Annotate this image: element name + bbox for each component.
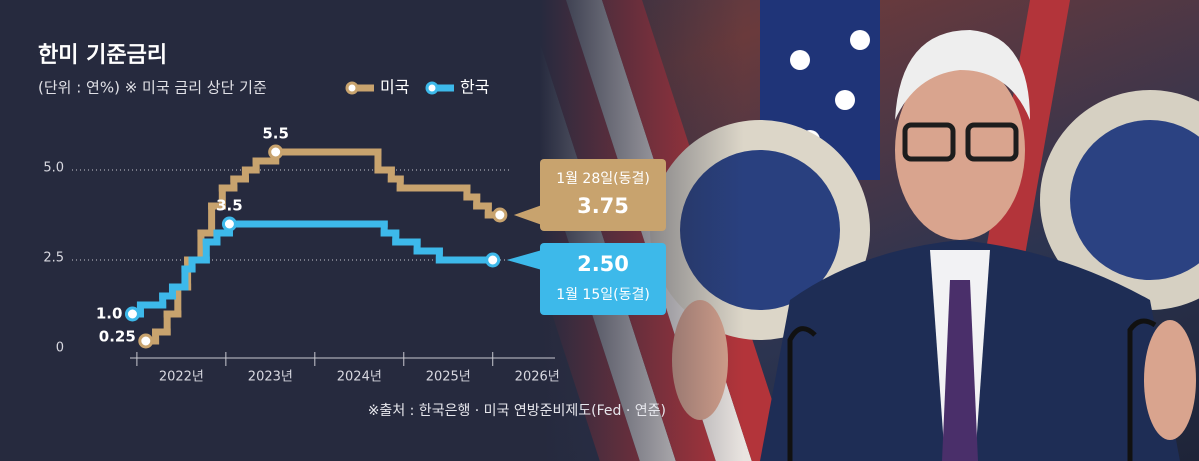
value-label: 1.0: [96, 305, 123, 323]
chart-subtitle: (단위 : 연%) ※ 미국 금리 상단 기준: [38, 79, 267, 97]
callout-pointer: [513, 205, 542, 225]
callout-pointer: [506, 250, 542, 270]
point-marker: [492, 207, 508, 223]
value-label: 3.75: [577, 194, 629, 218]
legend-label: 한국: [460, 78, 489, 97]
y-tick-label: 5.0: [43, 161, 64, 176]
value-label: 3.5: [216, 197, 243, 215]
point-marker: [124, 306, 140, 322]
callout-box: [540, 159, 666, 231]
point-marker: [221, 216, 237, 232]
source-note: ※출처 : 한국은행 · 미국 연방준비제도(Fed · 연준): [368, 403, 666, 419]
chart-title: 한미 기준금리: [38, 43, 167, 68]
series-line: [128, 220, 497, 318]
callout-box: [540, 243, 666, 315]
x-tick-label: 2024년: [337, 370, 382, 385]
x-tick-label: 2023년: [248, 370, 293, 385]
value-label: 0.25: [99, 328, 136, 346]
x-tick-label: 2026년: [515, 370, 560, 385]
legend-marker: [345, 81, 359, 95]
legend-marker: [425, 81, 439, 95]
x-tick-label: 2022년: [159, 370, 204, 385]
y-tick-label: 2.5: [43, 251, 64, 266]
point-marker: [485, 252, 501, 268]
value-label: 2.50: [577, 252, 629, 276]
callout-date: 1월 28일(동결): [556, 171, 650, 187]
x-tick-label: 2025년: [426, 370, 471, 385]
value-label: 5.5: [262, 125, 289, 143]
legend-label: 미국: [380, 78, 409, 97]
callout-date: 1월 15일(동결): [556, 287, 650, 303]
point-marker: [268, 144, 284, 160]
point-marker: [138, 333, 154, 349]
y-tick-label: 0: [56, 341, 64, 356]
